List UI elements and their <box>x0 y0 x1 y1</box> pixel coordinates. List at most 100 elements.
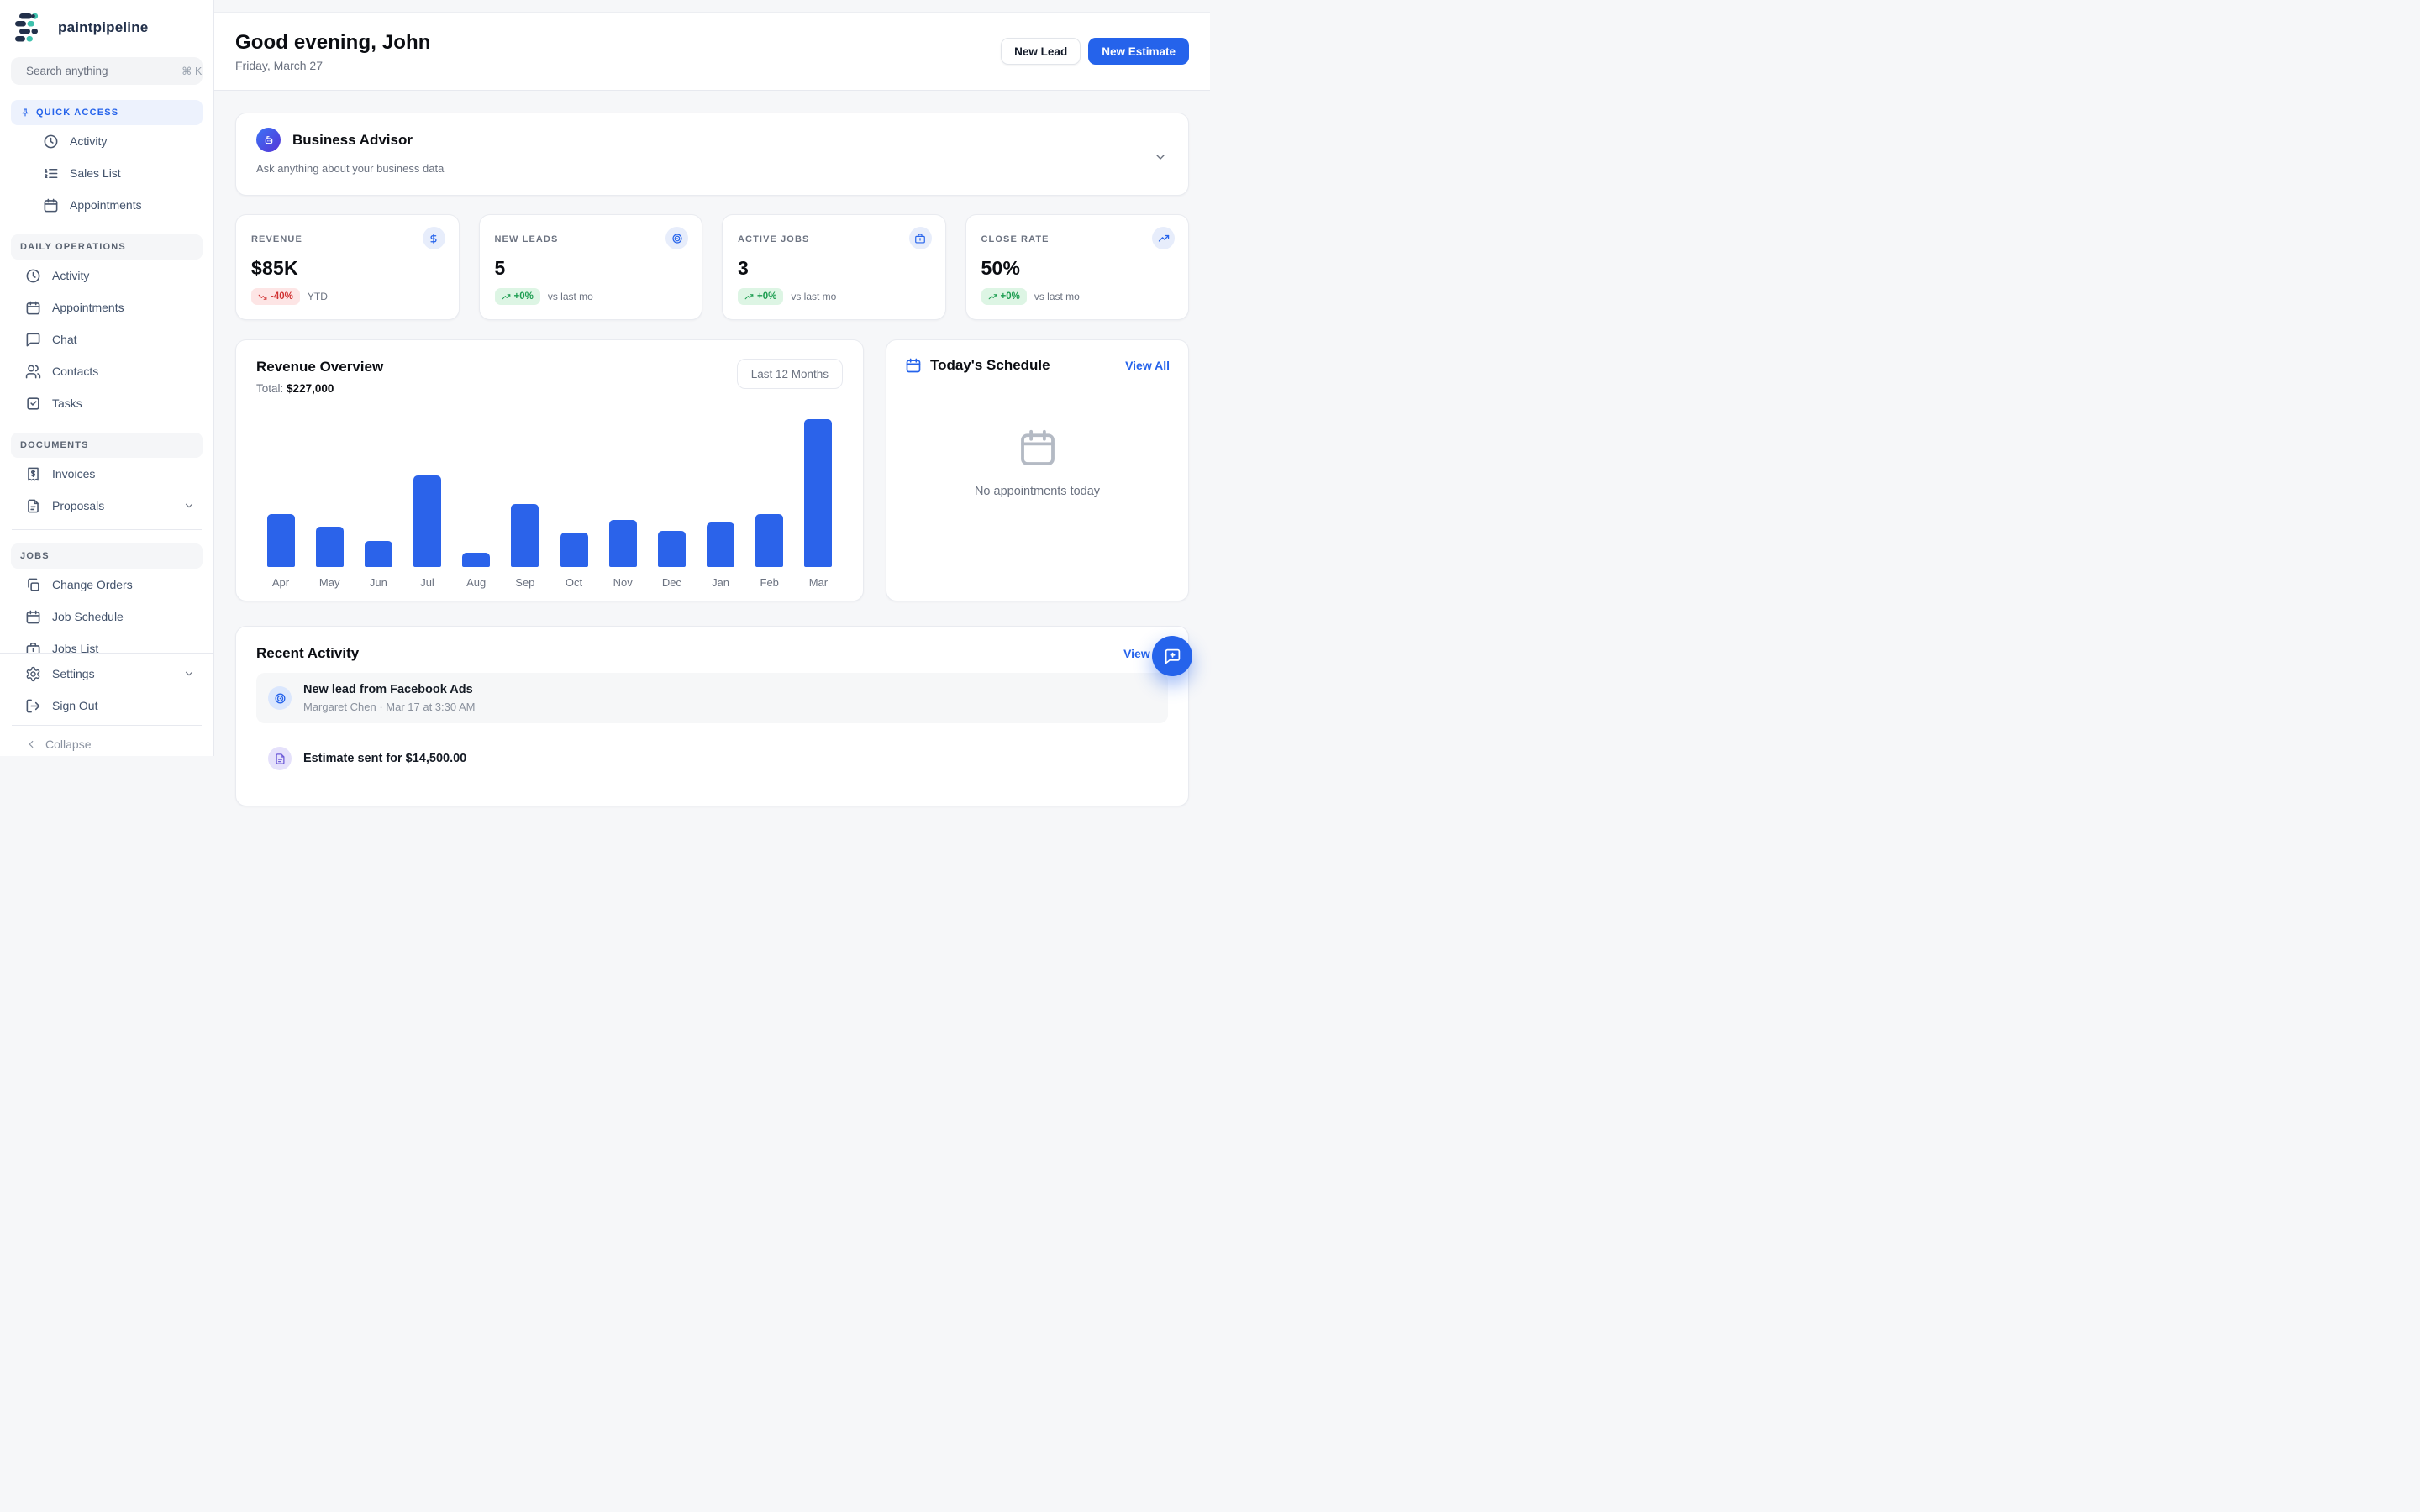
activity-item[interactable]: Estimate sent for $14,500.00 <box>256 737 1168 780</box>
dollar-icon <box>428 233 439 244</box>
bar-aug[interactable] <box>452 407 501 567</box>
chart-month-labels: Apr May Jun Jul Aug Sep Oct Nov Dec Jan Feb Mar <box>256 576 843 589</box>
trend-up-icon <box>502 292 511 302</box>
chevron-down-icon[interactable] <box>1154 150 1167 164</box>
sidebar-item-activity[interactable]: Activity <box>11 260 203 291</box>
chat-icon <box>25 332 41 348</box>
sidebar-item-sign-out[interactable]: Sign Out <box>11 690 203 722</box>
calendar-icon <box>43 197 59 213</box>
x-tick-label: May <box>318 576 340 589</box>
briefcase-icon <box>25 641 41 653</box>
stat-card-revenue: REVENUE $85K -40% YTD <box>235 214 460 320</box>
stat-value: $85K <box>251 257 298 279</box>
main-area: Good evening, John Friday, March 27 New … <box>214 0 1210 806</box>
calendar-empty-icon <box>1015 426 1060 471</box>
bar-sep[interactable] <box>501 407 550 567</box>
file-icon <box>274 753 287 765</box>
bar-jun[interactable] <box>354 407 402 567</box>
sidebar-item-settings[interactable]: Settings <box>11 658 203 690</box>
check-square-icon <box>25 396 41 412</box>
section-header-quick-access[interactable]: QUICK ACCESS <box>11 100 203 125</box>
schedule-view-all-link[interactable]: View All <box>1125 359 1170 372</box>
stat-trend-badge: +0% <box>494 288 540 305</box>
sidebar-item-job-schedule[interactable]: Job Schedule <box>11 601 203 633</box>
sidebar-item-tasks[interactable]: Tasks <box>11 387 203 419</box>
bar-oct[interactable] <box>550 407 598 567</box>
collapse-button[interactable]: Collapse <box>11 729 203 759</box>
bar-mar[interactable] <box>794 407 843 567</box>
revenue-overview-card: Revenue Overview Total: $227,000 Last 12… <box>235 339 864 601</box>
section-header-documents: DOCUMENTS <box>11 433 203 458</box>
stat-card-close-rate: CLOSE RATE 50% +0% vs last mo <box>965 214 1189 320</box>
recent-activity-card: Recent Activity View All New lead from F… <box>235 626 1189 806</box>
bar-nov[interactable] <box>598 407 647 567</box>
calendar-icon <box>905 357 922 374</box>
pin-icon <box>20 108 30 118</box>
activity-item-title: Estimate sent for $14,500.00 <box>303 752 467 765</box>
search-shortcut: ⌘ K <box>182 66 203 77</box>
calendar-icon <box>25 300 41 316</box>
bar-jan[interactable] <box>697 407 745 567</box>
gear-icon <box>25 666 41 682</box>
new-lead-button[interactable]: New Lead <box>1001 38 1081 65</box>
sidebar-item-contacts[interactable]: Contacts <box>11 355 203 387</box>
x-tick-label: Jul <box>420 576 434 589</box>
bar-dec[interactable] <box>647 407 696 567</box>
new-estimate-button[interactable]: New Estimate <box>1088 38 1189 65</box>
x-tick-label: Jan <box>712 576 730 589</box>
revenue-bar-chart <box>256 407 843 567</box>
sidebar-item-change-orders[interactable]: Change Orders <box>11 569 203 601</box>
stats-row: REVENUE $85K -40% YTD NEW LEADS 5 +0% vs last m… <box>235 214 1189 320</box>
brand-logo[interactable]: paintpipeline <box>0 0 213 50</box>
copy-icon <box>25 577 41 593</box>
new-chat-fab-button[interactable] <box>1152 636 1192 676</box>
divider <box>12 529 202 530</box>
x-tick-label: Sep <box>515 576 535 589</box>
target-icon <box>666 227 688 249</box>
stat-label: CLOSE RATE <box>981 234 1050 244</box>
stat-trend-badge: +0% <box>738 288 784 305</box>
schedule-title: Today's Schedule <box>930 357 1050 373</box>
x-tick-label: Oct <box>565 576 583 589</box>
search-input[interactable] <box>26 65 175 77</box>
dollar-icon <box>422 227 445 249</box>
file-icon <box>268 747 292 770</box>
bar-jul[interactable] <box>403 407 452 567</box>
stat-label: ACTIVE JOBS <box>738 234 810 244</box>
sidebar-item-jobs-list[interactable]: Jobs List <box>11 633 203 653</box>
trend-up-icon <box>988 292 997 302</box>
target-icon <box>671 233 683 244</box>
users-icon <box>25 364 41 380</box>
x-tick-label: Mar <box>808 576 829 589</box>
logout-icon <box>25 698 41 714</box>
stat-trend-badge: -40% <box>251 288 300 305</box>
sidebar-item-chat[interactable]: Chat <box>11 323 203 355</box>
message-square-plus-icon <box>1164 648 1181 665</box>
sidebar-item-appointments[interactable]: Appointments <box>11 189 203 221</box>
sidebar-item-appointments[interactable]: Appointments <box>11 291 203 323</box>
page-header: Good evening, John Friday, March 27 New … <box>214 12 1210 91</box>
list-ordered-icon <box>43 165 59 181</box>
bar-apr[interactable] <box>256 407 305 567</box>
stat-suffix: YTD <box>307 291 328 302</box>
sidebar-item-invoices[interactable]: Invoices <box>11 458 203 490</box>
range-selector-button[interactable]: Last 12 Months <box>736 359 843 389</box>
bar-feb[interactable] <box>745 407 794 567</box>
activity-title: Recent Activity <box>256 645 360 661</box>
sidebar-item-sales-list[interactable]: Sales List <box>11 157 203 189</box>
calendar-icon <box>25 609 41 625</box>
sidebar: paintpipeline ⌘ K QUICK ACCESSActivitySa… <box>0 0 214 756</box>
sidebar-item-proposals[interactable]: Proposals <box>11 490 203 522</box>
x-tick-label: Feb <box>760 576 779 589</box>
activity-item[interactable]: New lead from Facebook Ads Margaret Chen … <box>256 673 1168 723</box>
robot-icon <box>256 128 281 152</box>
divider <box>12 725 202 726</box>
trend-up-icon <box>1152 227 1175 249</box>
receipt-icon <box>25 466 41 482</box>
target-icon <box>268 686 292 710</box>
activity-item-title: New lead from Facebook Ads <box>303 683 473 696</box>
sidebar-search[interactable]: ⌘ K <box>11 57 203 85</box>
sidebar-item-activity[interactable]: Activity <box>11 125 203 157</box>
bar-may[interactable] <box>305 407 354 567</box>
business-advisor-card[interactable]: Business Advisor Ask anything about your… <box>235 113 1189 196</box>
